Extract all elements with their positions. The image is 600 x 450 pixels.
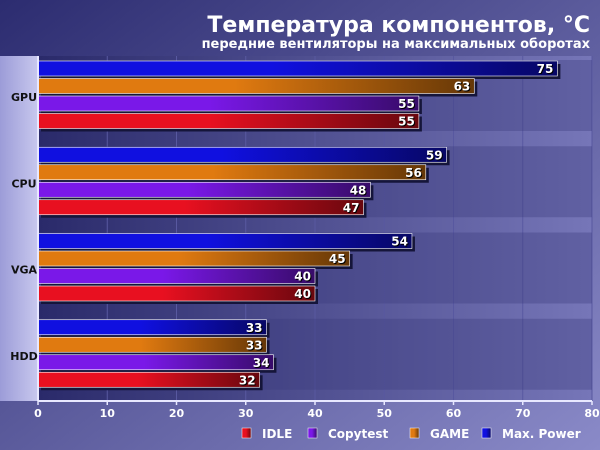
data-label: 34 bbox=[253, 356, 270, 370]
data-label: 45 bbox=[329, 252, 346, 266]
bar bbox=[37, 336, 267, 353]
category-axis-panel bbox=[0, 56, 38, 401]
data-label: 63 bbox=[454, 80, 471, 94]
data-label: 55 bbox=[398, 97, 415, 111]
bar bbox=[37, 233, 413, 249]
chart-subtitle: передние вентиляторы на максимальных обо… bbox=[202, 37, 591, 52]
data-label-shadow: 75 bbox=[538, 63, 555, 77]
legend-swatch bbox=[307, 427, 318, 439]
x-tick-label: 50 bbox=[377, 407, 393, 420]
bar bbox=[37, 78, 475, 94]
data-label-shadow: 54 bbox=[392, 236, 409, 250]
bar bbox=[37, 113, 420, 129]
data-label: 40 bbox=[294, 270, 311, 284]
bar bbox=[37, 146, 447, 163]
category-labels: GPU CPU VGA HDD bbox=[10, 91, 37, 363]
bar bbox=[37, 319, 267, 336]
legend-swatch bbox=[241, 427, 252, 439]
data-label-shadow: 55 bbox=[399, 98, 416, 112]
bar bbox=[37, 181, 371, 198]
category-label: VGA bbox=[11, 264, 38, 277]
legend: IDLE Copytest GAME Max. Power bbox=[241, 427, 581, 441]
x-tick-label: 60 bbox=[446, 407, 462, 420]
legend-label: Copytest bbox=[328, 427, 388, 441]
legend-swatch bbox=[481, 427, 492, 439]
x-tick-label: 0 bbox=[34, 407, 42, 420]
data-label: 33 bbox=[246, 321, 263, 335]
data-label-shadow: 47 bbox=[344, 202, 361, 216]
data-label-shadow: 34 bbox=[254, 357, 271, 371]
bar bbox=[37, 250, 350, 267]
legend-label: IDLE bbox=[262, 427, 292, 441]
data-label: 32 bbox=[239, 373, 256, 387]
x-tick-label: 80 bbox=[584, 407, 600, 420]
category-label: CPU bbox=[11, 177, 36, 190]
bars bbox=[37, 60, 561, 391]
legend-swatch bbox=[409, 427, 420, 439]
data-label-shadow: 56 bbox=[406, 167, 423, 181]
data-label: 48 bbox=[350, 183, 367, 197]
data-label-shadow: 55 bbox=[399, 116, 416, 130]
x-tick-label: 30 bbox=[238, 407, 254, 420]
bar bbox=[37, 60, 558, 77]
legend-label: GAME bbox=[430, 427, 469, 441]
category-label: HDD bbox=[10, 350, 37, 363]
data-labels: 7575636355555555595956564848474754544545… bbox=[239, 62, 554, 388]
data-label: 54 bbox=[391, 235, 408, 249]
x-tick-label: 40 bbox=[307, 407, 323, 420]
data-label-shadow: 48 bbox=[351, 184, 368, 198]
bar bbox=[37, 95, 420, 112]
data-label: 40 bbox=[294, 287, 311, 301]
bar bbox=[37, 268, 316, 284]
x-tick-labels: 0 10 20 30 40 50 60 70 80 bbox=[34, 401, 600, 420]
bar bbox=[37, 371, 260, 388]
data-label-shadow: 32 bbox=[240, 374, 257, 388]
data-label-shadow: 63 bbox=[455, 81, 472, 95]
category-label: GPU bbox=[11, 91, 37, 104]
data-label: 47 bbox=[343, 201, 360, 215]
data-label: 56 bbox=[405, 166, 422, 180]
bar bbox=[37, 354, 274, 371]
data-label-shadow: 40 bbox=[295, 288, 312, 302]
data-label: 75 bbox=[537, 62, 554, 76]
chart-title: Температура компонентов, °C bbox=[207, 13, 590, 38]
bar bbox=[37, 285, 316, 302]
legend-label: Max. Power bbox=[502, 427, 581, 441]
bar bbox=[37, 164, 427, 181]
data-label-shadow: 33 bbox=[247, 339, 264, 353]
data-label: 59 bbox=[426, 148, 443, 162]
data-label-shadow: 59 bbox=[427, 149, 444, 163]
data-label-shadow: 40 bbox=[295, 271, 312, 285]
data-label: 33 bbox=[246, 338, 263, 352]
data-label: 55 bbox=[398, 115, 415, 129]
bar bbox=[37, 199, 364, 216]
data-label-shadow: 33 bbox=[247, 322, 264, 336]
x-tick-label: 20 bbox=[169, 407, 185, 420]
data-label-shadow: 45 bbox=[330, 253, 347, 267]
x-tick-label: 10 bbox=[100, 407, 116, 420]
x-tick-label: 70 bbox=[515, 407, 531, 420]
